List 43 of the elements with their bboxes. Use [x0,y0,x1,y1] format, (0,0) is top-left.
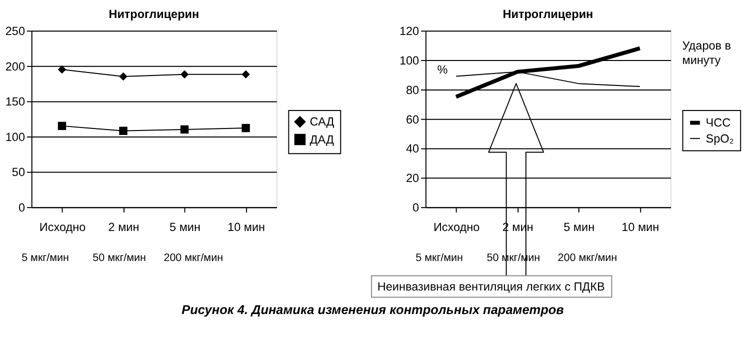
point [242,70,250,79]
legend-label: ЧСС [706,116,732,130]
text: 50 мкг/мин [92,252,146,264]
x-tick-label: 10 мин [228,221,266,234]
legend-label: ДАД [310,133,334,146]
chart-title: Нитроглицерин [108,8,200,21]
x-tick-label: Исходно [39,221,86,234]
point [58,65,66,74]
annotation: % [437,63,448,76]
x-tick-label: 5 мин [564,221,595,234]
point [242,124,250,132]
y-tick-label: 100 [399,54,420,68]
y-tick-label: 40 [406,142,420,156]
point [119,72,128,81]
y-tick-label: 0 [18,202,26,215]
legend-label: САД [310,116,334,129]
point [58,122,66,130]
y-tick-label: 20 [406,172,420,186]
point [119,126,128,135]
x-tick-label: 10 мин [622,221,660,234]
text: 200 мкг/мин [164,252,224,264]
text: Ударов в минуту [682,39,732,67]
point [180,70,189,79]
point [180,125,189,134]
y-tick-label: 60 [406,113,420,126]
y-tick-label: 100 [5,130,26,144]
y-tick-label: 150 [5,96,26,109]
y-tick-label: 120 [399,25,420,38]
y-tick-label: 250 [5,25,26,38]
y-tick-label: 200 [5,60,26,74]
y-tick-label: 50 [12,166,26,180]
x-tick-label: 2 мин [108,221,140,234]
text: Рисунок 4. Динамика изменения контрольных параметров [182,302,564,317]
text: Неинвазивная вентиляция легких с ПДКВ [377,280,605,294]
y-tick-label: 80 [406,84,420,97]
chart-title: Нитроглицерин [502,8,594,21]
x-tick-label: Исходно [433,221,480,234]
y-tick-label: 0 [412,202,420,215]
text: 5 мкг/мин [416,252,464,264]
text: 200 мкг/мин [558,252,618,264]
x-tick-label: 5 мин [170,221,200,234]
text: 5 мкг/мин [22,252,69,264]
legend-label: SpO₂ [706,132,734,146]
